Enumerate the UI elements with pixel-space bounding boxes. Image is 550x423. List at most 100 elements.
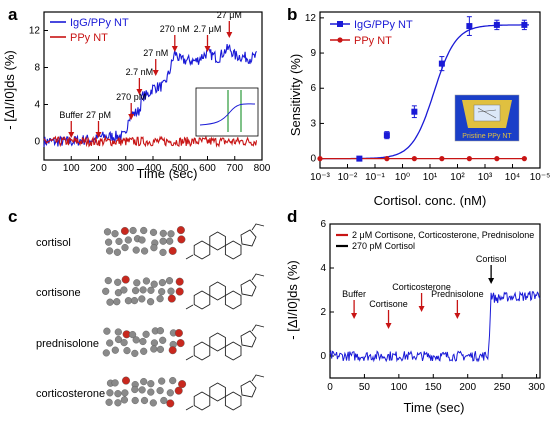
carbon-atom (124, 236, 132, 244)
carbon-atom (166, 237, 174, 245)
carbon-atom (156, 295, 164, 303)
annotation-label: 2.7 nM (126, 67, 154, 77)
annotation-arrow-head (136, 89, 143, 95)
x-tick-label: 600 (199, 163, 216, 174)
igg-point (411, 108, 418, 115)
panel-d-axes: 0 50 100 150 200 250 300 0 2 4 6 (320, 219, 545, 393)
carbon-atom (159, 248, 167, 257)
carbon-atom (156, 345, 165, 354)
ring-a (193, 341, 211, 361)
panel-d-series (329, 290, 541, 363)
x-tick-label: 250 (494, 382, 511, 393)
carbon-atom (149, 228, 158, 237)
ppy-point (411, 156, 417, 162)
x-tick-label: 10⁻³ (310, 172, 330, 183)
x-tick-label: 10⁻¹ (365, 172, 385, 183)
carbon-atom (166, 389, 174, 397)
x-tick-label: 400 (145, 163, 162, 174)
y-tick-label: 0 (34, 137, 40, 148)
panel-b-axes: 10⁻³ 10⁻² 10⁻¹ 10⁰ 10¹ 10² 10³ 10⁴ 10⁻⁵ 0 3 6 9 12 (305, 11, 550, 183)
legend-marker (337, 21, 343, 27)
carbon-atom (114, 335, 123, 344)
panel-a-legend: IgG/PPy NT PPy NT (50, 17, 129, 44)
annotation-arrow-head (68, 132, 75, 138)
carbon-atom (130, 297, 139, 305)
side-chain (251, 374, 265, 382)
oxygen-atom (174, 386, 183, 395)
annotation-arrow-head (95, 132, 102, 138)
carbon-atom (140, 347, 148, 355)
carbon-atom (102, 349, 110, 357)
carbon-atom (113, 298, 121, 306)
skeletal-structure (185, 273, 265, 310)
side-chain (251, 223, 265, 231)
panel-letter-a: a (8, 5, 18, 24)
annotation-arrow-head (385, 323, 392, 329)
carbon-atom (132, 246, 140, 254)
annotation-arrow-head (418, 306, 425, 312)
x-tick-label: 10⁴ (505, 172, 520, 183)
carbon-atom (160, 396, 168, 405)
ring-d (240, 380, 257, 398)
annotation-label: 27 pM (86, 110, 111, 120)
annotation-arrow-head (454, 313, 461, 319)
oxygen-atom (175, 287, 184, 296)
series-line-ppynt (43, 135, 258, 148)
ring-b (209, 332, 226, 352)
carbon-atom (114, 278, 122, 286)
x-tick-label: 300 (117, 163, 134, 174)
molecule-label: cortisol (36, 237, 71, 249)
panel-d: d 0 50 100 150 200 250 300 0 2 4 6 BufferCortisone… (285, 207, 545, 415)
carbon-atom (140, 226, 148, 235)
carbon-atom (103, 327, 111, 335)
x-tick-label: 50 (359, 382, 371, 393)
ketone-bond (185, 254, 194, 260)
y-tick-label: 3 (310, 118, 316, 129)
igg-point (383, 132, 390, 139)
panel-c: c cortisol cortisone prednisolone corticost… (8, 207, 265, 411)
skeletal-structure (185, 324, 265, 361)
ketone-bond (185, 304, 194, 310)
skeletal-structure (185, 374, 265, 411)
carbon-atom (141, 247, 149, 255)
ring-a (193, 391, 211, 411)
carbon-atom (159, 336, 167, 344)
carbon-atom (114, 399, 122, 407)
ring-b (209, 281, 226, 301)
y-tick-label: 0 (310, 154, 316, 165)
carbon-atom (103, 228, 112, 236)
x-tick-label: 500 (172, 163, 189, 174)
carbon-atom (150, 339, 159, 347)
legend-label: IgG/PPy NT (70, 17, 129, 29)
ring-c (224, 391, 242, 411)
carbon-atom (120, 286, 128, 294)
carbon-atom (138, 236, 146, 244)
x-tick-label: 10² (450, 172, 465, 183)
oxygen-atom (176, 339, 185, 348)
carbon-atom (124, 297, 132, 305)
y-tick-label: 0 (320, 351, 326, 362)
panel-letter-c: c (8, 207, 17, 226)
legend-marker (337, 37, 343, 43)
carbon-atom (123, 347, 131, 355)
panel-b-ylabel: Sensitivity (%) (288, 54, 303, 136)
carbon-atom (111, 379, 119, 387)
legend-label: PPy NT (354, 35, 392, 47)
panel-letter-d: d (287, 207, 297, 226)
carbon-atom (169, 377, 177, 385)
panel-a-annotations: Buffer 27 pM 270 pM 2.7 nM 27 nM 270 nM 2.7 μM… (59, 10, 242, 138)
panel-c-molecules: cortisol cortisone prednisolone corticoster… (36, 223, 265, 411)
y-tick-label: 12 (305, 13, 317, 24)
annotation-label: Cortisol (476, 254, 507, 264)
x-tick-label: 100 (391, 382, 408, 393)
skeletal-structure (185, 223, 265, 260)
carbon-atom (142, 277, 151, 285)
annotation-label: 270 nM (160, 24, 190, 34)
annotation-label: Corticosterone (392, 282, 451, 292)
panel-d-ylabel: - [ΔI/I0]ds (%) (285, 260, 300, 339)
legend-label: IgG/PPy NT (354, 19, 413, 31)
side-chain (251, 273, 265, 281)
oxygen-atom (175, 277, 184, 286)
carbon-atom (150, 280, 158, 288)
